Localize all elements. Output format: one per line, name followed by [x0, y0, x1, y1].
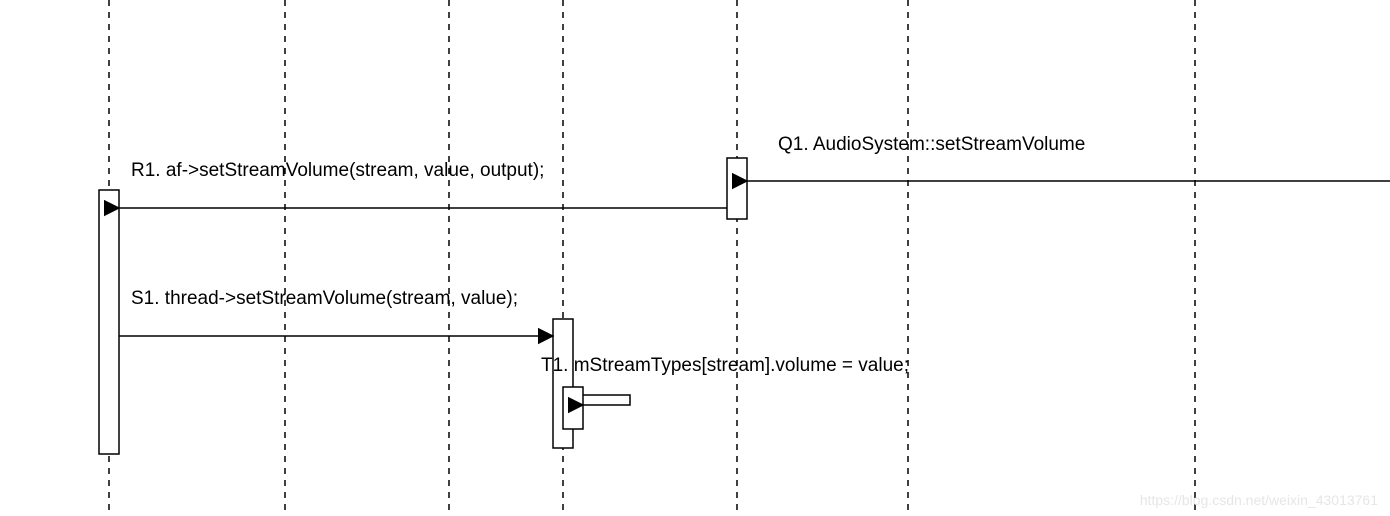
watermark-text: https://blog.csdn.net/weixin_43013761 — [1140, 492, 1378, 508]
message-label-R1: R1. af->setStreamVolume(stream, value, o… — [131, 160, 544, 181]
activation-A_L1 — [99, 190, 119, 454]
message-label-T1: T1. mStreamTypes[stream].volume = value; — [541, 355, 909, 376]
activation-A_L4b — [563, 387, 583, 429]
sequence-diagram: Q1. AudioSystem::setStreamVolumeR1. af->… — [0, 0, 1390, 516]
message-label-Q1: Q1. AudioSystem::setStreamVolume — [778, 134, 1085, 155]
activation-A_L5 — [727, 158, 747, 219]
message-label-S1: S1. thread->setStreamVolume(stream, valu… — [131, 288, 518, 309]
message-T1 — [583, 395, 630, 405]
